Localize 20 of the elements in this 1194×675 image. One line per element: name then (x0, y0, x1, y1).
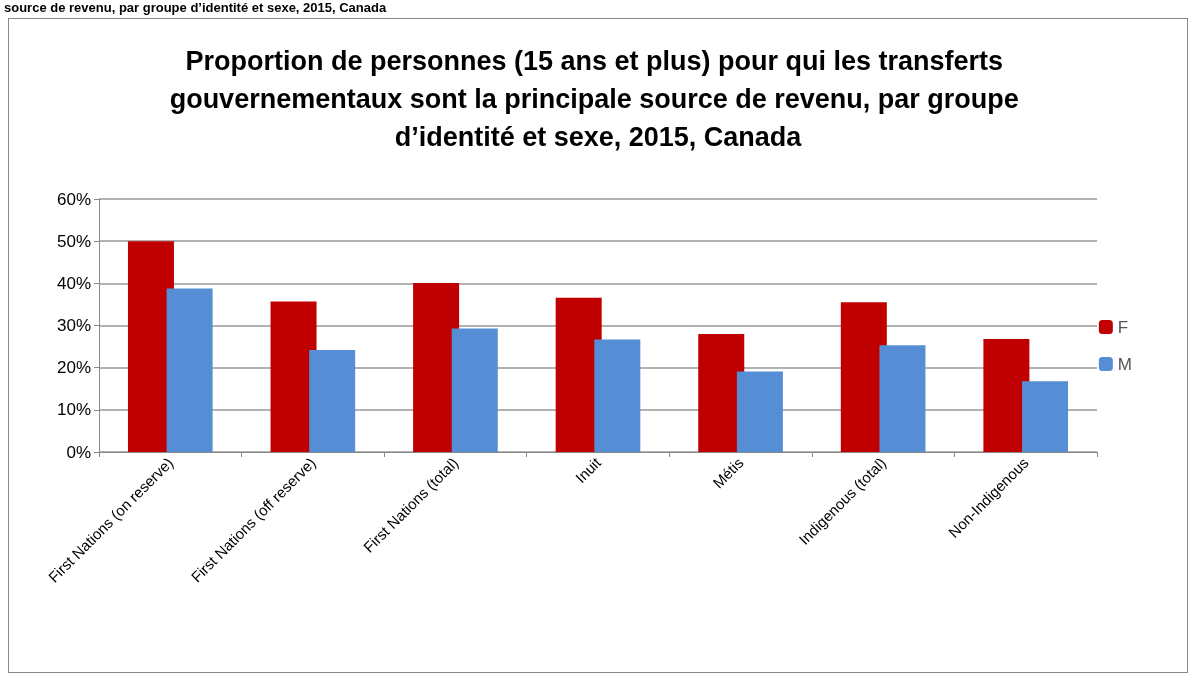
source-note: source de revenu, par groupe d’identité et sexe, 2015, Canada (4, 0, 387, 15)
chart-title: Proportion de personnes (15 ans et plus) pour qui les transferts gouvernementaux sont la principale source de revenu, par groupe d’identité et sexe, 2015, Canada (169, 46, 1027, 152)
bar (166, 288, 213, 452)
y-tick-label: 40% (56, 273, 91, 293)
y-tick-label: 20% (56, 358, 91, 378)
y-tick-label: 10% (56, 400, 91, 420)
legend-label: F (1117, 317, 1129, 337)
bar (879, 345, 926, 452)
bar (451, 328, 498, 452)
y-tick-label: 60% (56, 189, 91, 209)
bar (983, 338, 1030, 452)
legend-label: M (1117, 354, 1133, 374)
x-tick-label: Inuit (571, 453, 605, 487)
bar (736, 371, 783, 452)
bar (1022, 381, 1069, 452)
y-tick-label: 50% (56, 231, 91, 251)
y-tick-label: 0% (66, 442, 91, 462)
bar (594, 339, 641, 452)
bar (309, 349, 356, 452)
y-tick-label: 30% (56, 316, 91, 335)
